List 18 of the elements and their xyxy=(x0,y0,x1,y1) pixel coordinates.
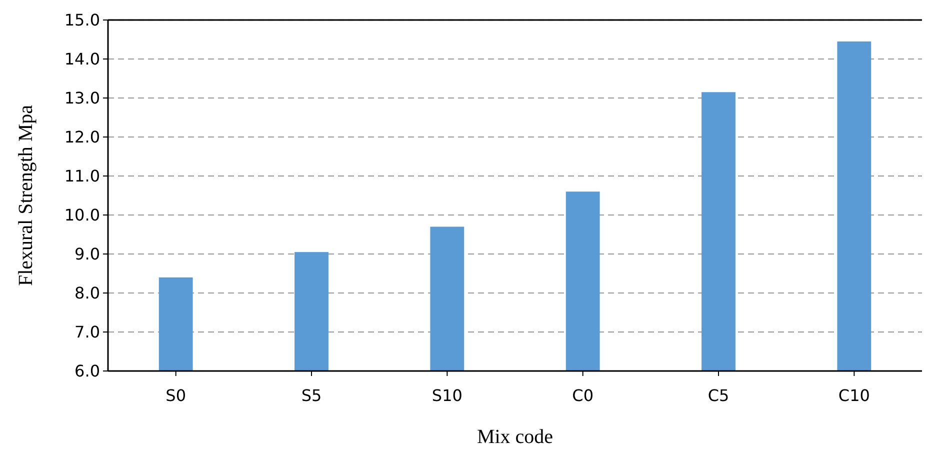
y-tick-label: 6.0 xyxy=(74,362,100,381)
x-tick-label: S0 xyxy=(166,386,186,405)
y-tick-label: 12.0 xyxy=(64,128,100,147)
y-tick-label: 15.0 xyxy=(64,10,100,30)
x-tick-label: S5 xyxy=(301,386,322,405)
y-axis-title: Flexural Strength Mpa xyxy=(15,104,37,286)
x-tick-label: C10 xyxy=(838,386,870,405)
y-tick-label: 13.0 xyxy=(64,88,100,108)
x-tick-label: C0 xyxy=(572,386,594,405)
y-tick-label: 10.0 xyxy=(64,206,100,225)
x-tick-label: C5 xyxy=(708,386,730,405)
x-axis-title: Mix code xyxy=(476,426,554,448)
y-tick-label: 11.0 xyxy=(64,166,100,186)
y-tick-label: 8.0 xyxy=(74,284,100,303)
y-tick-label: 7.0 xyxy=(74,322,100,342)
x-tick-label: S10 xyxy=(432,386,462,405)
y-tick-label: 9.0 xyxy=(74,244,100,264)
y-tick-label: 14.0 xyxy=(64,50,100,69)
